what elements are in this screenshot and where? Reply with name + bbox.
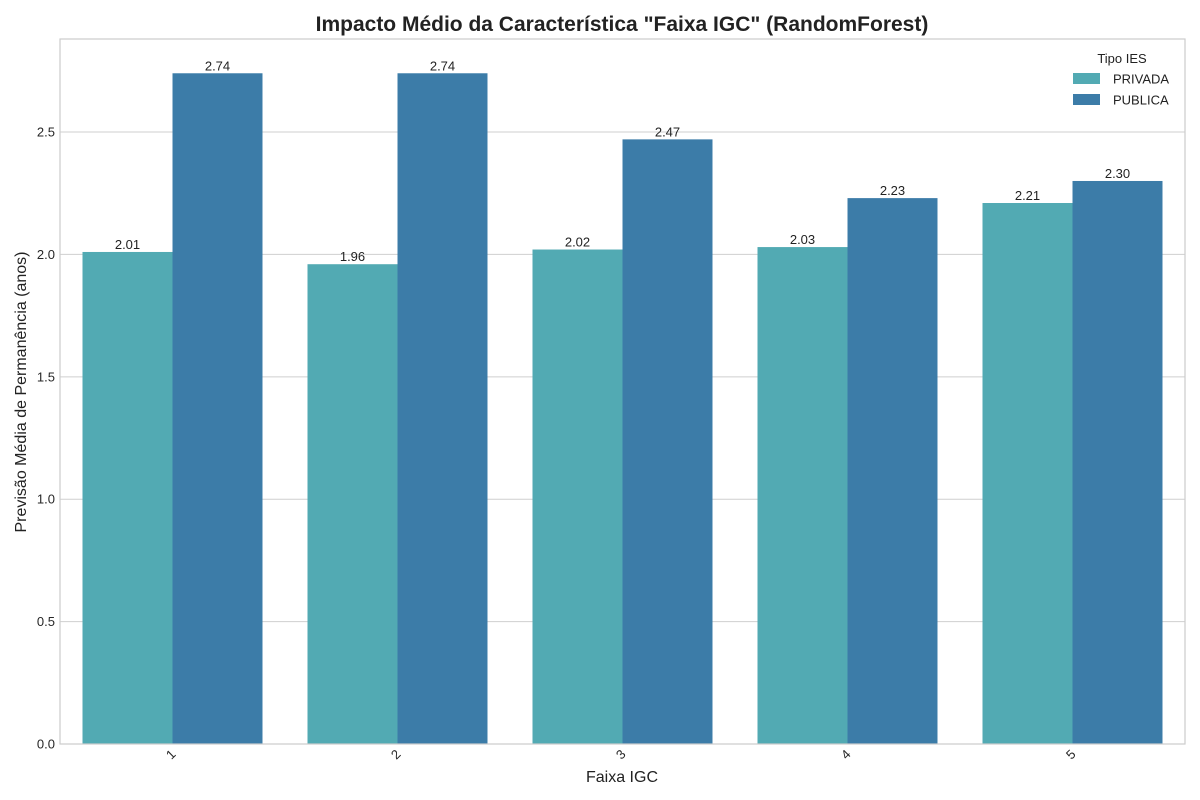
legend-label-publica: PUBLICA xyxy=(1113,93,1169,108)
bar-value-label: 2.74 xyxy=(430,58,455,73)
chart-title: Impacto Médio da Característica "Faixa I… xyxy=(316,13,929,36)
legend-title: Tipo IES xyxy=(1097,51,1147,66)
x-ticks: 1 2 3 4 5 xyxy=(163,747,1079,763)
y-tick-label: 1.5 xyxy=(37,369,55,384)
bar-privada-1 xyxy=(82,251,173,744)
bar-value-label: 2.21 xyxy=(1015,188,1040,203)
y-tick-label: 2.5 xyxy=(37,125,55,140)
bar-publica-5 xyxy=(1072,180,1163,744)
bar-value-label: 2.74 xyxy=(205,58,230,73)
bar-value-label: 2.03 xyxy=(790,232,815,247)
y-tick-label: 0.0 xyxy=(37,737,55,752)
x-tick-label: 2 xyxy=(388,747,404,763)
x-tick-label: 5 xyxy=(1063,747,1079,763)
x-tick-label: 3 xyxy=(613,747,629,763)
y-ticks: 0.0 0.5 1.0 1.5 2.0 2.5 xyxy=(37,125,55,752)
bar-value-label: 2.02 xyxy=(565,235,590,250)
bar-value-label: 2.01 xyxy=(115,237,140,252)
legend-label-privada: PRIVADA xyxy=(1113,72,1169,87)
bar-privada-2 xyxy=(307,264,398,744)
y-tick-label: 1.0 xyxy=(37,492,55,507)
bar-value-label: 1.96 xyxy=(340,249,365,264)
legend-swatch-publica xyxy=(1073,94,1100,105)
bar-publica-3 xyxy=(622,139,713,745)
bar-value-label: 2.47 xyxy=(655,124,680,139)
y-tick-label: 0.5 xyxy=(37,614,55,629)
y-axis-label: Previsão Média de Permanência (anos) xyxy=(13,251,30,532)
bar-privada-5 xyxy=(982,203,1073,744)
x-axis-label: Faixa IGC xyxy=(586,769,658,786)
x-tick-label: 4 xyxy=(838,747,854,763)
legend: Tipo IES PRIVADA PUBLICA xyxy=(1073,51,1169,108)
bar-publica-2 xyxy=(397,73,488,745)
legend-items: PRIVADA PUBLICA xyxy=(1073,72,1169,108)
x-tick-label: 1 xyxy=(163,747,179,763)
legend-swatch-privada xyxy=(1073,73,1100,84)
bar-value-label: 2.23 xyxy=(880,183,905,198)
bar-value-label: 2.30 xyxy=(1105,166,1130,181)
bar-privada-4 xyxy=(757,247,848,744)
bars-layer xyxy=(82,73,1163,745)
bar-labels-layer: 2.01 2.74 1.96 2.74 2.02 2.47 2.03 2.23 2.21 2.30 xyxy=(115,58,1130,264)
bar-publica-1 xyxy=(172,73,263,745)
plot-frame xyxy=(59,38,1186,745)
bar-publica-4 xyxy=(847,198,938,745)
y-tick-label: 2.0 xyxy=(37,247,55,262)
bar-privada-3 xyxy=(532,249,623,745)
